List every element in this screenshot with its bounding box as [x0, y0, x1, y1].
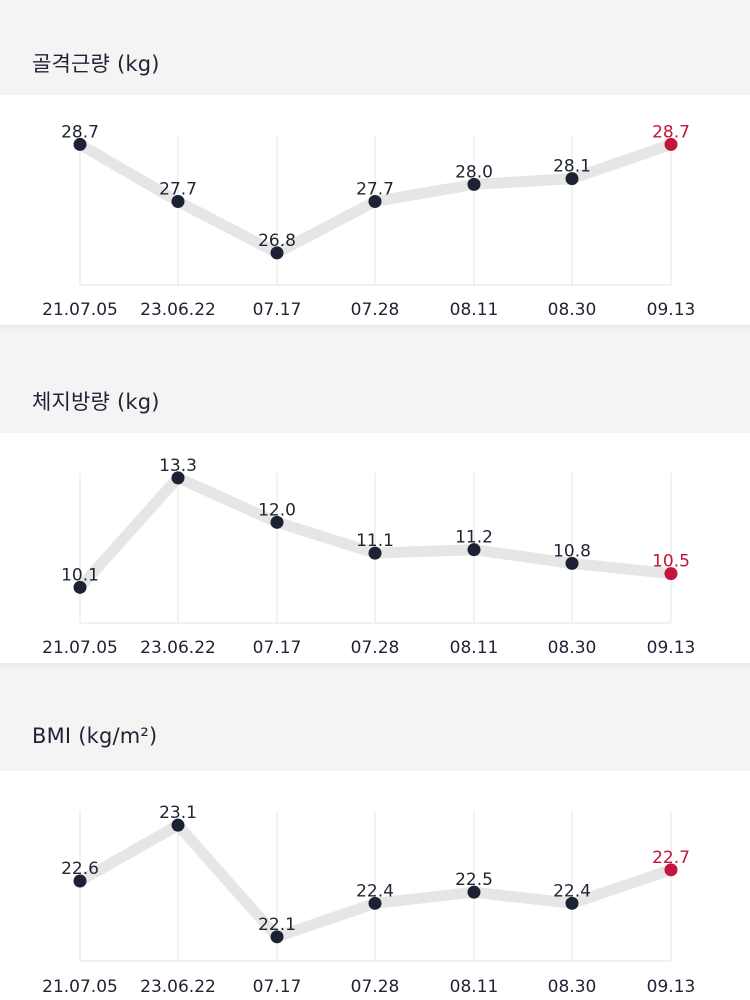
data-label: 13.3	[159, 456, 197, 476]
data-point	[565, 896, 579, 910]
x-tick-label: 09.13	[647, 300, 696, 320]
body-fat-chart: 10.1 13.3 12.0 11.1 11.2 10.8 10.5 21.07.05 23.0…	[42, 456, 696, 658]
data-point	[171, 471, 185, 485]
chart-panel: 22.6 23.1 22.1 22.4 22.5 22.4 22.7 21.07.05 23.0…	[0, 771, 750, 1000]
x-tick-label: 09.13	[647, 977, 696, 997]
x-tick-label: 08.30	[548, 977, 597, 997]
x-tick-label: 21.07.05	[42, 977, 118, 997]
x-tick-label: 07.28	[351, 300, 400, 320]
panel-shadow	[0, 663, 750, 669]
data-label: 27.7	[356, 180, 394, 200]
data-point	[565, 556, 579, 570]
data-point	[467, 177, 481, 191]
bmi-chart: 22.6 23.1 22.1 22.4 22.5 22.4 22.7 21.07.05 23.0…	[42, 803, 696, 997]
data-label: 22.4	[553, 881, 591, 901]
data-point	[171, 818, 185, 832]
data-label: 22.1	[258, 915, 296, 935]
data-label: 10.1	[61, 565, 99, 585]
x-tick-label: 07.28	[351, 977, 400, 997]
data-label: 22.6	[61, 859, 99, 879]
data-label: 10.5	[652, 552, 690, 572]
data-point	[467, 885, 481, 899]
section-header: BMI (kg/m²)	[0, 676, 750, 771]
body-fat-section: 체지방량 (kg) 10.1 13.3 12.0 11.1 11.2 10.8 10.5 21…	[0, 338, 750, 676]
data-label: 22.7	[652, 848, 690, 868]
data-point	[565, 172, 579, 186]
x-tick-label: 23.06.22	[140, 977, 216, 997]
section-title: BMI (kg/m²)	[32, 724, 158, 748]
x-tick-label: 07.28	[351, 638, 400, 658]
panel-shadow	[0, 325, 750, 331]
x-tick-label: 09.13	[647, 638, 696, 658]
data-point	[368, 896, 382, 910]
section-title: 골격근량 (kg)	[32, 52, 160, 76]
chart-panel: 28.7 27.7 26.8 27.7 28.0 28.1 28.7 21.07.05 23.0…	[0, 95, 750, 325]
data-label: 22.5	[455, 870, 493, 890]
data-point	[270, 246, 284, 260]
x-tick-label: 23.06.22	[140, 300, 216, 320]
data-point	[171, 195, 185, 208]
x-tick-label: 08.30	[548, 300, 597, 320]
chart-panel: 10.1 13.3 12.0 11.1 11.2 10.8 10.5 21.07.05 23.0…	[0, 433, 750, 663]
data-label: 11.1	[356, 531, 394, 551]
data-label: 10.8	[553, 541, 591, 561]
data-point	[73, 137, 87, 151]
data-label: 22.4	[356, 881, 394, 901]
x-tick-label: 07.17	[253, 300, 302, 320]
data-label: 28.7	[652, 122, 690, 142]
latest-data-point	[664, 567, 678, 581]
data-label: 26.8	[258, 231, 296, 251]
data-point	[368, 546, 382, 560]
data-point	[270, 515, 284, 529]
x-tick-label: 21.07.05	[42, 300, 118, 320]
data-label: 23.1	[159, 803, 197, 823]
data-label: 11.2	[455, 528, 493, 548]
latest-data-point	[664, 137, 678, 151]
x-tick-label: 08.11	[450, 977, 499, 997]
x-tick-label: 08.11	[450, 300, 499, 320]
skeletal-muscle-chart: 28.7 27.7 26.8 27.7 28.0 28.1 28.7 21.07.05 23.0…	[42, 122, 696, 320]
data-point	[73, 580, 87, 594]
data-point	[467, 543, 481, 557]
section-header: 체지방량 (kg)	[0, 338, 750, 433]
x-tick-label: 08.30	[548, 638, 597, 658]
x-tick-label: 07.17	[253, 977, 302, 997]
skeletal-muscle-section: 골격근량 (kg) 28.7 27.7 26.8 27.7 28.0 28.1 28.7 21…	[0, 0, 750, 338]
x-tick-label: 07.17	[253, 638, 302, 658]
data-label: 28.0	[455, 162, 493, 182]
x-tick-label: 23.06.22	[140, 638, 216, 658]
data-label: 27.7	[159, 180, 197, 200]
section-title: 체지방량 (kg)	[32, 390, 160, 414]
x-tick-label: 21.07.05	[42, 638, 118, 658]
x-tick-label: 08.11	[450, 638, 499, 658]
data-label: 28.7	[61, 122, 99, 142]
section-header: 골격근량 (kg)	[0, 0, 750, 95]
data-point	[73, 874, 87, 888]
data-point	[368, 195, 382, 208]
latest-data-point	[664, 863, 678, 877]
data-label: 28.1	[553, 157, 591, 177]
data-label: 12.0	[258, 500, 296, 520]
bmi-section: BMI (kg/m²) 22.6 23.1 22.1 22.4 22.5 22.4 22.7…	[0, 676, 750, 1000]
data-point	[270, 930, 284, 944]
